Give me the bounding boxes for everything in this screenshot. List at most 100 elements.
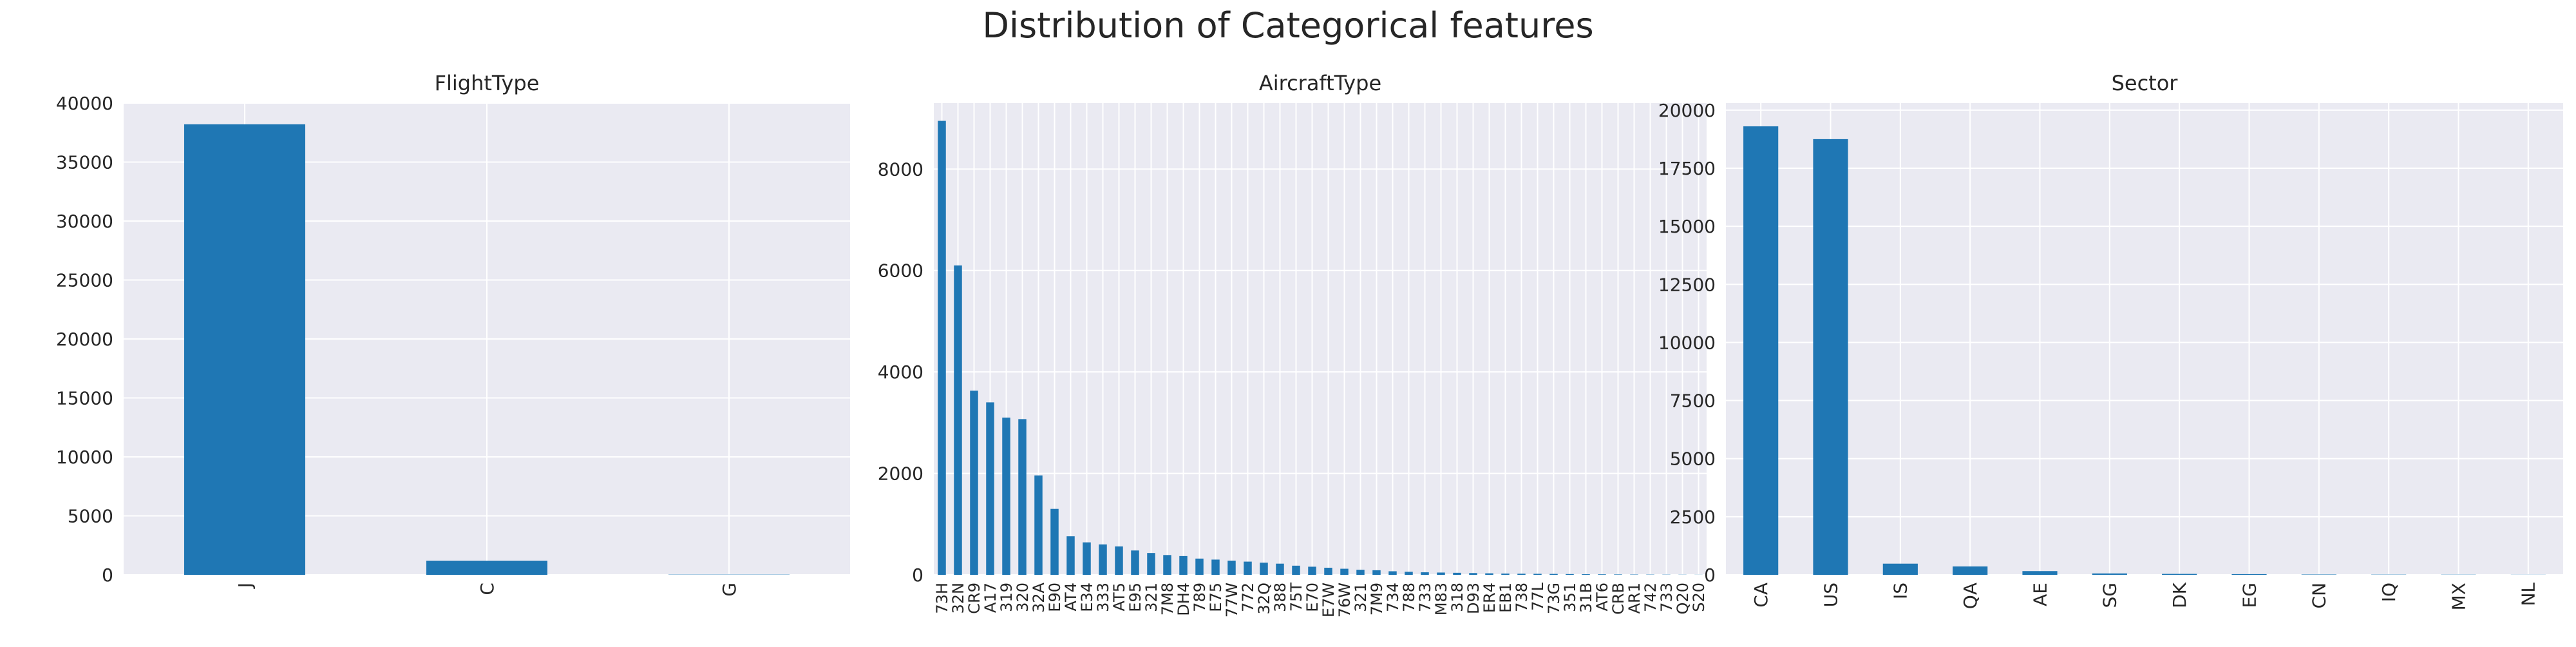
y-tick-label: 15000 [1658, 216, 1716, 237]
bar-772 [1244, 562, 1252, 575]
x-tick-label: EG [2239, 583, 2260, 608]
x-tick-label: 77W [1223, 583, 1241, 617]
x-tick-label: 76W [1336, 583, 1354, 617]
bar-789 [1195, 559, 1204, 575]
y-tick-label: 5000 [1670, 449, 1716, 470]
x-tick-label: 77L [1529, 582, 1547, 611]
bar-is [1883, 564, 1918, 575]
x-tick-label: SG [2099, 583, 2121, 608]
bar-us [1813, 139, 1848, 575]
x-tick-label: AT6 [1593, 583, 1611, 611]
x-tick-label: J [234, 583, 256, 589]
bar-77w [1227, 561, 1236, 575]
bar-388 [1276, 564, 1284, 575]
bar-32a [1034, 476, 1043, 575]
bar-31b [1582, 574, 1590, 575]
bar-dh4 [1179, 556, 1188, 575]
y-tick-label: 4000 [878, 362, 923, 383]
x-tick-label: S20 [1690, 583, 1708, 612]
x-tick-label: 788 [1400, 583, 1418, 612]
axes-background [934, 103, 1707, 575]
bar-er4 [1485, 574, 1493, 575]
x-tick-label: IQ [2378, 583, 2400, 602]
x-tick-label: IS [1890, 583, 1911, 599]
y-tick-label: 25000 [56, 270, 113, 291]
bar-32n [954, 266, 962, 575]
bar-321 [1147, 553, 1155, 575]
x-tick-label: E7W [1320, 583, 1338, 617]
subplot-flighttype: 0500010000150002000025000300003500040000… [56, 71, 850, 597]
x-tick-label: 388 [1271, 583, 1289, 612]
bar-73h [938, 121, 946, 575]
bar-qa [1953, 566, 1987, 575]
x-tick-label: 73G [1545, 583, 1563, 614]
bar-dk [2162, 574, 2197, 575]
y-tick-label: 30000 [56, 211, 113, 232]
bar-733 [1421, 572, 1429, 575]
x-tick-label: E70 [1303, 583, 1321, 612]
figure-title: Distribution of Categorical features [982, 5, 1593, 46]
x-tick-label: M83 [1432, 583, 1450, 615]
x-tick-label: DH4 [1175, 583, 1193, 616]
x-tick-label: 733 [1416, 583, 1434, 612]
y-tick-label: 10000 [1658, 332, 1716, 353]
x-tick-label: 321 [1142, 583, 1160, 612]
x-tick-label: DK [2169, 582, 2190, 608]
bar-a17 [986, 402, 994, 575]
y-tick-label: 12500 [1658, 274, 1716, 295]
x-tick-label: MX [2448, 583, 2469, 610]
y-tick-label: 35000 [56, 152, 113, 173]
bar-e7w [1324, 568, 1332, 575]
bar-at6 [1598, 574, 1606, 575]
x-tick-label: 738 [1513, 583, 1531, 612]
x-tick-label: 333 [1094, 583, 1112, 612]
x-tick-label: NL [2518, 583, 2539, 606]
y-tick-label: 0 [912, 565, 923, 586]
x-tick-label: D93 [1464, 583, 1482, 614]
bar-7m8 [1163, 555, 1171, 575]
x-tick-label: C [477, 583, 498, 595]
bar-at4 [1066, 536, 1075, 575]
y-tick-label: 20000 [56, 329, 113, 350]
bar-76w [1340, 569, 1349, 575]
x-tick-label: 742 [1642, 583, 1660, 612]
bar-c [426, 561, 547, 575]
y-tick-label: 7500 [1670, 391, 1716, 412]
subplot-title: AircraftType [1259, 71, 1381, 95]
x-tick-label: US [1820, 583, 1841, 607]
bar-318 [1453, 573, 1461, 575]
bar-7m9 [1372, 570, 1381, 575]
bar-cr9 [970, 391, 978, 575]
x-tick-label: 7M9 [1368, 583, 1386, 615]
x-tick-label: AT4 [1062, 583, 1080, 611]
y-tick-label: 15000 [56, 388, 113, 409]
x-tick-label: 321 [1352, 583, 1370, 612]
bar-at5 [1115, 546, 1123, 575]
bar-d93 [1469, 573, 1477, 575]
x-tick-label: E90 [1046, 583, 1064, 612]
y-tick-label: 6000 [878, 260, 923, 282]
subplot-title: FlightType [435, 71, 540, 95]
bar-e70 [1308, 566, 1316, 575]
y-tick-label: 8000 [878, 159, 923, 180]
y-tick-label: 2500 [1670, 507, 1716, 528]
x-tick-label: 7M8 [1159, 583, 1177, 615]
bar-73g [1549, 574, 1558, 575]
x-tick-label: CR9 [965, 583, 983, 614]
x-tick-label: ER4 [1481, 583, 1499, 613]
x-tick-label: E75 [1207, 583, 1225, 612]
bar-ca [1743, 126, 1778, 575]
bar-e34 [1083, 543, 1091, 575]
x-tick-label: 318 [1448, 583, 1466, 612]
x-tick-label: 73H [933, 583, 951, 614]
x-tick-label: 772 [1239, 583, 1257, 612]
x-tick-label: A17 [981, 583, 999, 613]
bar-788 [1405, 572, 1413, 575]
y-tick-label: 10000 [56, 447, 113, 468]
y-tick-label: 20000 [1658, 100, 1716, 121]
bar-738 [1517, 574, 1526, 575]
bar-75t [1292, 566, 1300, 575]
x-tick-label: CA [1750, 583, 1772, 608]
x-tick-label: 75T [1287, 583, 1305, 612]
